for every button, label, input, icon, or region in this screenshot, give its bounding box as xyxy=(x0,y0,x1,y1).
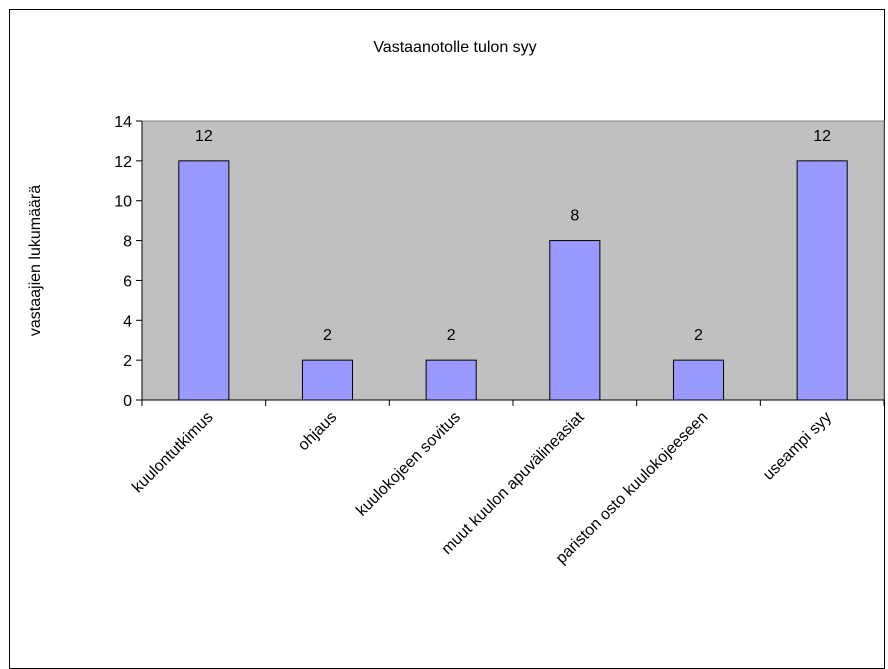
data-label: 2 xyxy=(694,327,703,344)
axes: 0 2 4 6 8 10 12 14 xyxy=(114,114,885,410)
chart-title: Vastaanotolle tulon syy xyxy=(373,39,536,56)
y-tick-label: 12 xyxy=(114,154,132,171)
y-tick-label: 4 xyxy=(123,313,132,330)
bar xyxy=(178,160,230,401)
category-label: kuulokojeen sovitus xyxy=(353,409,464,520)
category-label: useampi syy xyxy=(760,409,835,484)
category-label: muut kuulon apuvälineasiat xyxy=(439,408,589,558)
data-label: 12 xyxy=(813,128,831,145)
data-label: 2 xyxy=(323,327,332,344)
category-label: kuulontutkimus xyxy=(129,409,216,496)
bars xyxy=(178,160,848,401)
bar xyxy=(796,160,848,401)
y-tick-label: 10 xyxy=(114,194,132,211)
category-label: pariston osto kuulokojeeseen xyxy=(553,409,712,568)
data-label: 12 xyxy=(195,128,213,145)
bar-chart: Vastaanotolle tulon syy vastaajien lukum… xyxy=(27,39,885,568)
y-tick-label: 8 xyxy=(123,234,132,251)
data-label: 8 xyxy=(570,208,579,225)
y-tick-label: 0 xyxy=(123,393,132,410)
plot-area xyxy=(141,120,885,401)
bar xyxy=(672,359,725,401)
data-label: 2 xyxy=(447,327,456,344)
bar xyxy=(301,359,354,401)
y-tick-label: 2 xyxy=(123,353,132,370)
y-tick-label: 6 xyxy=(123,273,132,290)
bar xyxy=(425,359,477,401)
category-label: ohjaus xyxy=(295,409,340,454)
y-axis-label: vastaajien lukumäärä xyxy=(27,185,44,336)
bar xyxy=(549,240,601,401)
y-tick-label: 14 xyxy=(114,114,132,131)
